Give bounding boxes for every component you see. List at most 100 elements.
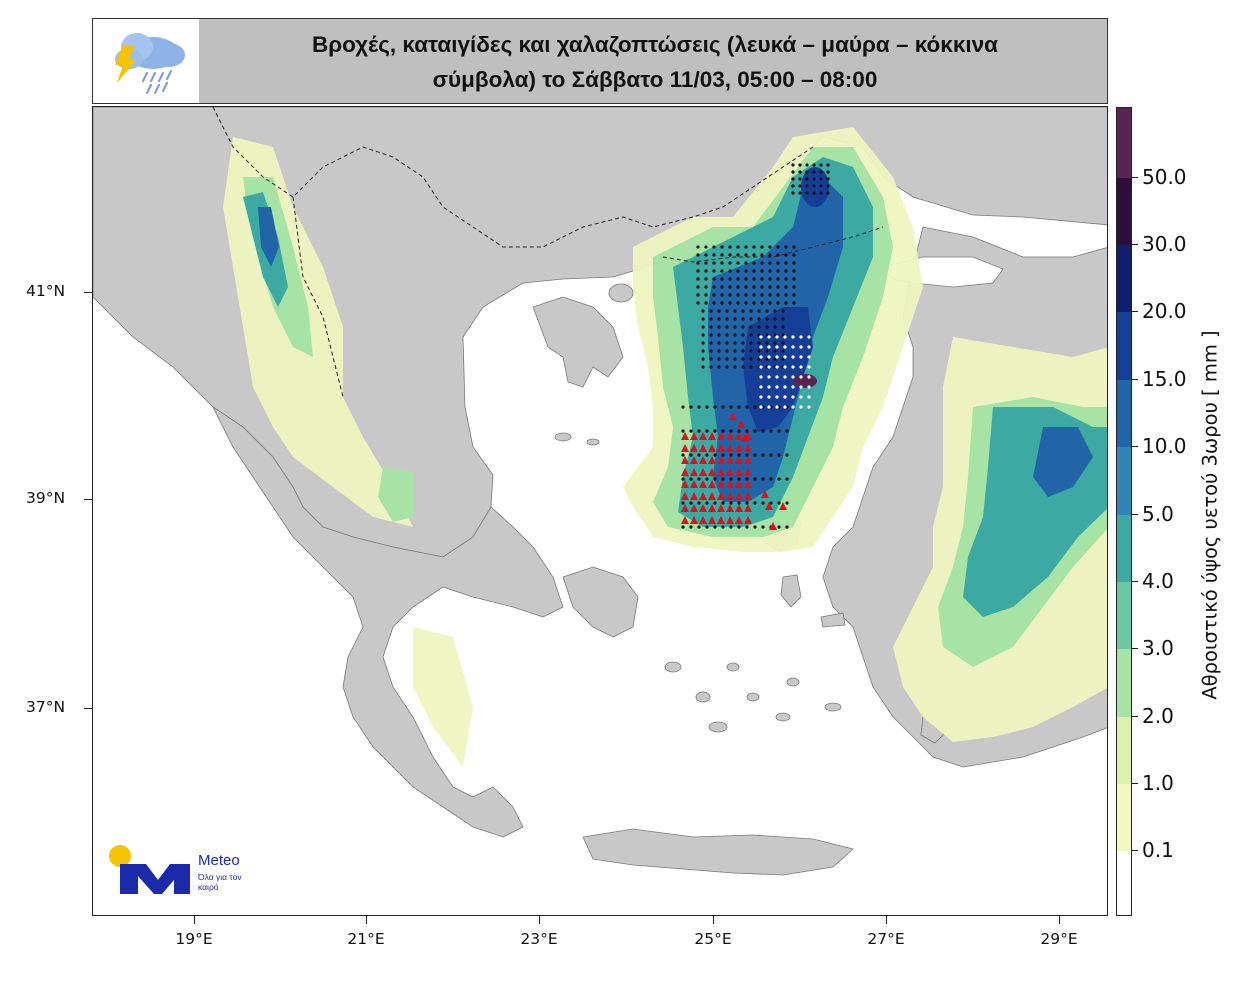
white-dot <box>799 395 803 399</box>
colorbar-tick <box>1132 244 1138 245</box>
red-triangle <box>690 480 698 488</box>
red-triangle <box>726 516 734 524</box>
black-dot <box>725 357 729 361</box>
black-dot <box>681 501 685 505</box>
black-dot <box>819 191 823 195</box>
colorbar-tick <box>1132 850 1138 851</box>
red-triangle <box>717 504 725 512</box>
white-dot <box>799 335 803 339</box>
black-dot <box>757 357 761 361</box>
colorbar-label: 0.1 <box>1142 838 1174 862</box>
lat-label-41: 41°N <box>26 282 66 300</box>
red-triangle <box>769 522 777 530</box>
black-dot <box>701 357 705 361</box>
symbol-black-dots <box>681 163 830 529</box>
black-dot <box>713 429 717 433</box>
black-dot <box>792 301 796 305</box>
colorbar <box>1116 107 1132 916</box>
black-dot <box>777 525 781 529</box>
red-triangle <box>744 444 752 452</box>
black-dot <box>765 357 769 361</box>
black-dot <box>752 269 756 273</box>
red-triangle <box>744 516 752 524</box>
black-dot <box>753 501 757 505</box>
black-dot <box>725 349 729 353</box>
white-dot <box>791 335 795 339</box>
black-dot <box>757 341 761 345</box>
black-dot <box>741 349 745 353</box>
black-dot <box>749 365 753 369</box>
lon-label-19: 19°E <box>175 930 213 948</box>
black-dot <box>717 341 721 345</box>
lon-label-29: 29°E <box>1040 930 1078 948</box>
red-triangle <box>735 516 743 524</box>
red-triangle <box>699 432 707 440</box>
black-dot <box>705 405 709 409</box>
white-dot <box>791 375 795 379</box>
black-dot <box>728 269 732 273</box>
white-dot <box>799 375 803 379</box>
black-dot <box>729 405 733 409</box>
symbol-red-triangles <box>681 412 787 530</box>
black-dot <box>792 293 796 297</box>
black-dot <box>819 170 823 174</box>
black-dot <box>760 269 764 273</box>
black-dot <box>728 277 732 281</box>
black-dot <box>805 170 809 174</box>
black-dot <box>760 277 764 281</box>
black-dot <box>776 261 780 265</box>
black-dot <box>776 269 780 273</box>
white-dot <box>783 335 787 339</box>
black-dot <box>696 277 700 281</box>
black-dot <box>826 184 830 188</box>
black-dot <box>733 333 737 337</box>
white-dot <box>807 375 811 379</box>
black-dot <box>769 501 773 505</box>
red-triangle <box>699 516 707 524</box>
black-dot <box>681 453 685 457</box>
colorbar-segment <box>1117 717 1131 784</box>
black-dot <box>768 261 772 265</box>
colorbar-tick <box>1132 514 1138 515</box>
black-dot <box>712 269 716 273</box>
red-triangle <box>708 480 716 488</box>
red-triangle <box>765 502 773 510</box>
black-dot <box>757 325 761 329</box>
meteo-m-mark <box>120 864 190 894</box>
red-triangle <box>708 516 716 524</box>
black-dot <box>745 477 749 481</box>
black-dot <box>721 501 725 505</box>
map-title: Βροχές, καταιγίδες και χαλαζοπτώσεις (λε… <box>213 27 1097 97</box>
black-dot <box>792 277 796 281</box>
black-dot <box>736 261 740 265</box>
black-dot <box>784 269 788 273</box>
white-dot <box>783 385 787 389</box>
black-dot <box>717 333 721 337</box>
black-dot <box>709 341 713 345</box>
black-dot <box>781 309 785 313</box>
red-triangle <box>726 468 734 476</box>
red-triangle <box>761 490 769 498</box>
black-dot <box>752 301 756 305</box>
black-dot <box>761 525 765 529</box>
black-dot <box>728 253 732 257</box>
black-dot <box>717 365 721 369</box>
white-dot <box>767 375 771 379</box>
white-dot <box>775 365 779 369</box>
black-dot <box>760 245 764 249</box>
map-frame <box>92 106 1108 916</box>
black-dot <box>709 365 713 369</box>
black-dot <box>736 269 740 273</box>
black-dot <box>697 501 701 505</box>
colorbar-segment <box>1117 312 1131 380</box>
black-dot <box>805 177 809 181</box>
black-dot <box>737 477 741 481</box>
black-dot <box>712 253 716 257</box>
black-dot <box>696 301 700 305</box>
black-dot <box>768 253 772 257</box>
red-triangle <box>744 492 752 500</box>
black-dot <box>697 405 701 409</box>
lon-tick <box>886 916 887 924</box>
black-dot <box>697 453 701 457</box>
white-dot <box>775 335 779 339</box>
